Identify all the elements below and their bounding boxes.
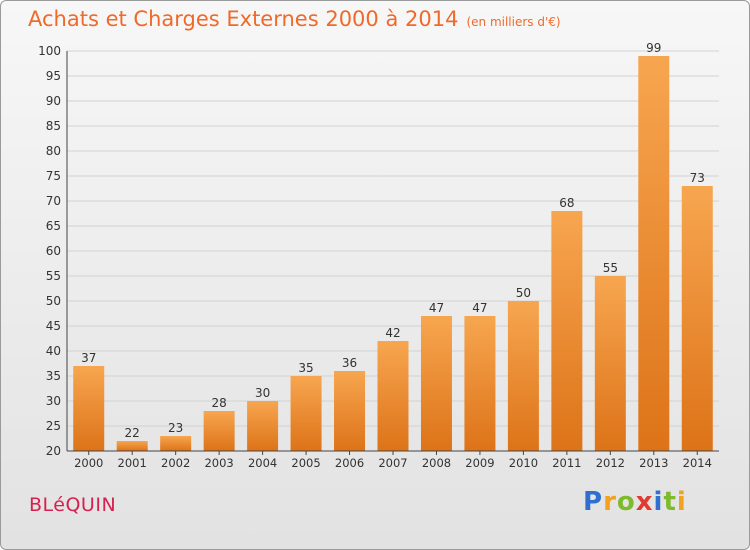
x-tick-label: 2004: [248, 456, 277, 470]
bar: [420, 316, 452, 451]
y-tick-label: 45: [46, 319, 61, 333]
data-label: 47: [472, 301, 487, 315]
y-tick-label: 20: [46, 444, 61, 458]
x-tick-label: 2009: [465, 456, 494, 470]
data-label: 68: [559, 196, 574, 210]
y-tick-label: 30: [46, 394, 61, 408]
data-label: 47: [429, 301, 444, 315]
y-tick-label: 65: [46, 219, 61, 233]
x-tick-label: 2010: [509, 456, 538, 470]
x-tick-label: 2011: [552, 456, 581, 470]
data-label: 22: [125, 426, 140, 440]
data-label: 35: [298, 361, 313, 375]
y-tick-label: 90: [46, 94, 61, 108]
y-tick-label: 40: [46, 344, 61, 358]
data-label: 30: [255, 386, 270, 400]
data-label: 28: [211, 396, 226, 410]
proxiti-logo: Proxiti: [583, 487, 687, 517]
chart-title: Achats et Charges Externes 2000 à 2014 (e…: [28, 7, 561, 31]
bar: [160, 436, 192, 451]
x-tick-label: 2008: [422, 456, 451, 470]
logo-letter: i: [676, 487, 687, 517]
bar: [116, 441, 148, 451]
bar: [290, 376, 322, 451]
bar: [551, 211, 583, 451]
y-tick-label: 25: [46, 419, 61, 433]
x-tick-label: 2000: [74, 456, 103, 470]
bar: [203, 411, 235, 451]
logo-letter: o: [616, 487, 636, 517]
x-tick-label: 2014: [683, 456, 712, 470]
logo-letter: t: [663, 487, 677, 517]
y-tick-label: 75: [46, 169, 61, 183]
data-label: 99: [646, 41, 661, 55]
y-tick-label: 100: [38, 44, 61, 58]
y-tick-label: 60: [46, 244, 61, 258]
x-tick-label: 2006: [335, 456, 364, 470]
bar: [377, 341, 409, 451]
data-label: 55: [603, 261, 618, 275]
x-tick-label: 2007: [378, 456, 407, 470]
bar: [464, 316, 496, 451]
town-name: BLéQUIN: [29, 494, 117, 516]
logo-letter: x: [635, 487, 654, 517]
x-tick-label: 2001: [118, 456, 147, 470]
x-tick-label: 2013: [639, 456, 668, 470]
x-tick-label: 2012: [596, 456, 625, 470]
bar: [594, 276, 626, 451]
x-tick-label: 2003: [204, 456, 233, 470]
bar: [681, 186, 713, 451]
y-tick-label: 95: [46, 69, 61, 83]
data-label: 23: [168, 421, 183, 435]
data-label: 37: [81, 351, 96, 365]
x-tick-label: 2002: [161, 456, 190, 470]
bar: [334, 371, 366, 451]
y-tick-label: 55: [46, 269, 61, 283]
bar: [507, 301, 539, 451]
data-label: 36: [342, 356, 357, 370]
data-label: 50: [516, 286, 531, 300]
logo-letter: r: [603, 487, 617, 517]
bar: [638, 56, 670, 451]
chart-title-text: Achats et Charges Externes 2000 à 2014: [28, 7, 459, 31]
axes: 20 25 30 35 40 45 50 55 60 65 70 75 80 85 90 95 100 2000 2…: [38, 44, 719, 470]
chart-subtitle: (en milliers d'€): [466, 15, 561, 29]
bar: [73, 366, 105, 451]
data-label: 42: [385, 326, 400, 340]
y-tick-label: 70: [46, 194, 61, 208]
y-tick-label: 85: [46, 119, 61, 133]
bars: 37 22 23 28 30 35 36 42 47 47 50 68 55 99 73: [73, 41, 713, 451]
y-tick-label: 35: [46, 369, 61, 383]
y-tick-label: 50: [46, 294, 61, 308]
logo-letter: P: [583, 487, 604, 517]
data-label: 73: [690, 171, 705, 185]
y-tick-label: 80: [46, 144, 61, 158]
bar: [247, 401, 279, 451]
x-tick-label: 2005: [291, 456, 320, 470]
logo-letter: i: [653, 487, 664, 517]
